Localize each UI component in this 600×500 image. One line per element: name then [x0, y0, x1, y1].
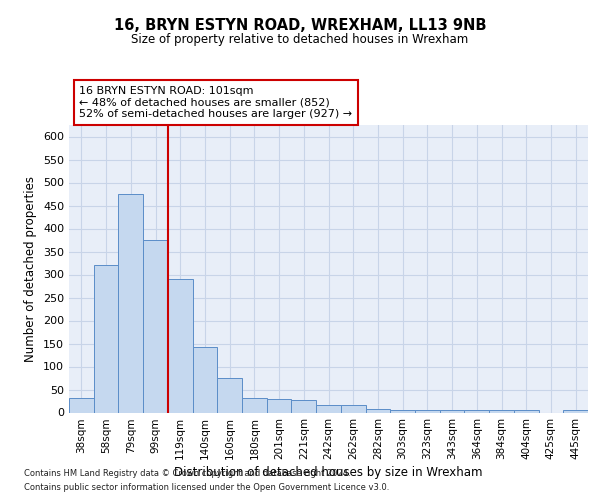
Text: 16, BRYN ESTYN ROAD, WREXHAM, LL13 9NB: 16, BRYN ESTYN ROAD, WREXHAM, LL13 9NB — [114, 18, 486, 32]
Bar — [489, 410, 514, 412]
Bar — [390, 410, 415, 412]
Text: Contains public sector information licensed under the Open Government Licence v3: Contains public sector information licen… — [24, 484, 389, 492]
Bar — [267, 399, 292, 412]
Bar — [341, 405, 365, 412]
Bar — [193, 346, 217, 412]
Text: 16 BRYN ESTYN ROAD: 101sqm
← 48% of detached houses are smaller (852)
52% of sem: 16 BRYN ESTYN ROAD: 101sqm ← 48% of deta… — [79, 86, 353, 119]
Bar — [464, 410, 489, 412]
Bar — [415, 410, 440, 412]
Text: Contains HM Land Registry data © Crown copyright and database right 2024.: Contains HM Land Registry data © Crown c… — [24, 468, 350, 477]
Bar — [168, 279, 193, 412]
Bar — [118, 194, 143, 412]
Y-axis label: Number of detached properties: Number of detached properties — [25, 176, 37, 362]
X-axis label: Distribution of detached houses by size in Wrexham: Distribution of detached houses by size … — [174, 466, 483, 479]
Bar — [440, 410, 464, 412]
Bar — [242, 398, 267, 412]
Bar — [563, 410, 588, 412]
Bar — [69, 398, 94, 412]
Bar — [514, 410, 539, 412]
Bar — [217, 378, 242, 412]
Text: Size of property relative to detached houses in Wrexham: Size of property relative to detached ho… — [131, 32, 469, 46]
Bar — [365, 409, 390, 412]
Bar — [316, 405, 341, 412]
Bar — [94, 266, 118, 412]
Bar — [292, 400, 316, 412]
Bar — [143, 240, 168, 412]
